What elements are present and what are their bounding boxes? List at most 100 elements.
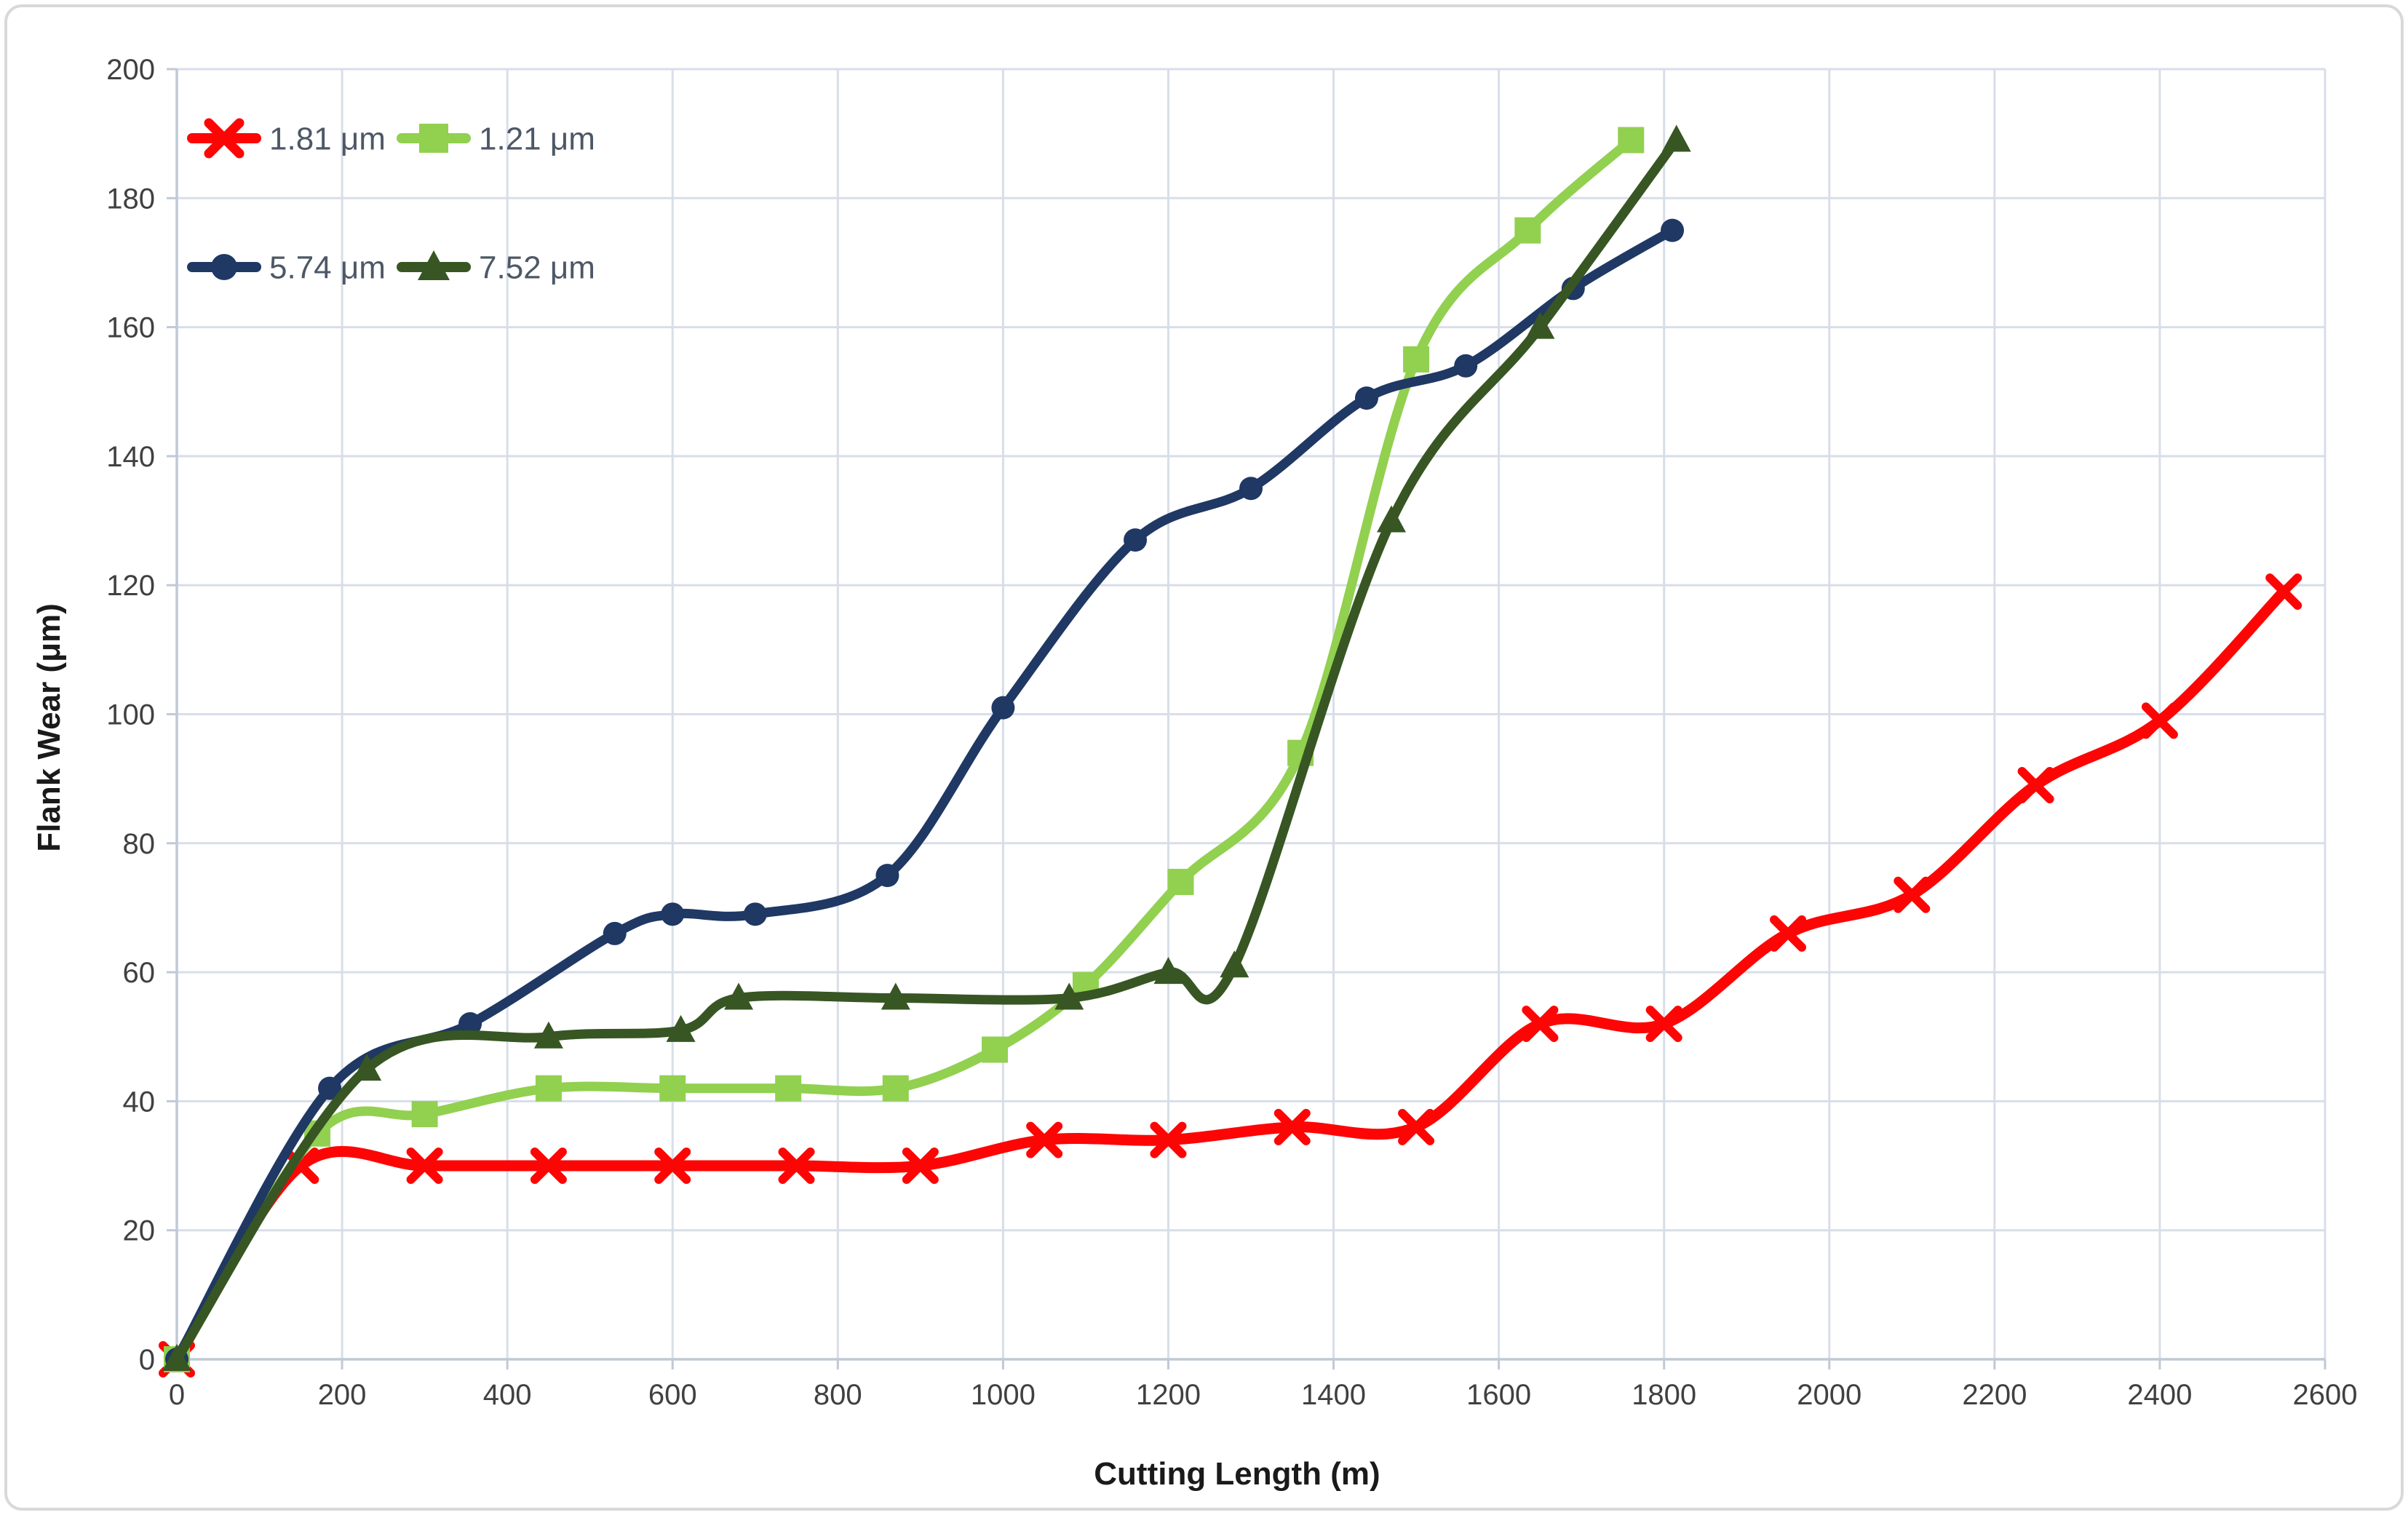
y-axis-title: Flank Wear (μm)	[31, 603, 67, 852]
figure-border	[4, 4, 2404, 1511]
data-point-marker	[654, 1148, 691, 1185]
data-point-marker	[724, 982, 754, 1010]
data-point-marker	[1522, 1006, 1559, 1043]
data-point-marker	[1354, 386, 1378, 410]
data-point-marker	[902, 1148, 939, 1185]
y-tick-label: 40	[123, 1086, 156, 1118]
x-tick-label: 1200	[1136, 1379, 1201, 1411]
data-point-marker	[2017, 767, 2054, 804]
data-point-marker	[1398, 1108, 1435, 1145]
y-tick-label: 100	[106, 699, 155, 731]
data-point-marker	[1239, 477, 1263, 501]
data-point-marker	[778, 1148, 815, 1185]
y-tick-label: 120	[106, 570, 155, 602]
data-point-marker	[661, 902, 685, 926]
y-tick-label: 160	[106, 312, 155, 344]
legend-label: 5.74 μm	[269, 250, 386, 285]
x-axis-title: Cutting Length (m)	[1094, 1456, 1380, 1492]
y-tick-label: 200	[106, 54, 155, 86]
data-point-marker	[991, 696, 1015, 720]
data-point-marker	[2265, 573, 2302, 611]
legend-item-1.81μm: 1.81 μm	[187, 118, 386, 159]
data-point-marker	[1026, 1121, 1063, 1158]
y-tick-label: 180	[106, 183, 155, 215]
x-tick-label: 1600	[1466, 1379, 1531, 1411]
x-tick-label: 2600	[2293, 1379, 2358, 1411]
data-point-marker	[1618, 127, 1645, 154]
series-line	[172, 135, 1682, 1364]
legend-marker-square	[419, 124, 448, 153]
series-7.52μm	[162, 124, 1691, 1371]
data-point-marker	[535, 1075, 562, 1102]
legend-item-7.52μm: 7.52 μm	[397, 250, 595, 285]
legend-item-1.21μm: 1.21 μm	[397, 121, 595, 156]
x-tick-label: 2200	[1962, 1379, 2027, 1411]
y-tick-label: 80	[123, 828, 156, 860]
data-point-marker	[743, 902, 767, 926]
legend-item-5.74μm: 5.74 μm	[187, 250, 386, 285]
data-point-marker	[458, 1012, 482, 1036]
x-tick-label: 400	[483, 1379, 532, 1411]
x-tick-label: 800	[814, 1379, 862, 1411]
data-point-marker	[1661, 124, 1691, 152]
data-point-marker	[162, 1344, 191, 1371]
x-tick-label: 0	[169, 1379, 185, 1411]
data-point-marker	[1454, 354, 1478, 378]
data-point-marker	[875, 864, 899, 888]
data-point-marker	[775, 1075, 802, 1102]
legend-label: 1.81 μm	[269, 121, 386, 156]
data-point-marker	[318, 1076, 342, 1100]
data-point-marker	[982, 1036, 1009, 1063]
data-point-marker	[533, 1021, 563, 1049]
data-point-marker	[2141, 702, 2178, 739]
data-point-marker	[1645, 1006, 1682, 1043]
data-point-marker	[282, 1148, 319, 1185]
data-point-marker	[1525, 311, 1555, 339]
data-point-marker	[352, 1054, 382, 1081]
data-point-marker	[1167, 868, 1194, 895]
series-1.81μm	[159, 573, 2302, 1377]
legend-marker-triangle-up	[418, 250, 450, 280]
data-point-marker	[1124, 528, 1148, 552]
x-tick-label: 1000	[971, 1379, 1036, 1411]
y-tick-label: 0	[139, 1344, 155, 1376]
data-point-marker	[881, 982, 910, 1010]
data-point-marker	[1894, 876, 1931, 913]
x-tick-label: 2000	[1797, 1379, 1861, 1411]
data-point-marker	[1770, 915, 1806, 952]
x-tick-label: 200	[318, 1379, 367, 1411]
data-point-marker	[1377, 505, 1407, 533]
data-point-marker	[1403, 346, 1430, 373]
legend-marker-x	[204, 118, 245, 159]
x-tick-label: 1800	[1632, 1379, 1696, 1411]
legend-label: 7.52 μm	[479, 250, 595, 285]
legend: 1.81 μm 1.21 μm 5.74 μm 7.52 μm	[187, 118, 595, 285]
y-tick-label: 140	[106, 441, 155, 473]
data-point-marker	[603, 921, 627, 945]
legend-label: 1.21 μm	[479, 121, 595, 156]
data-point-marker	[1273, 1108, 1311, 1145]
y-tick-label: 60	[123, 957, 156, 989]
data-point-marker	[1150, 1121, 1187, 1158]
y-tick-label: 20	[123, 1215, 156, 1247]
legend-marker-circle	[211, 254, 237, 280]
x-tick-label: 1400	[1301, 1379, 1366, 1411]
axes	[167, 68, 2326, 1369]
data-point-marker	[882, 1075, 909, 1102]
data-point-marker	[659, 1075, 686, 1102]
data-point-marker	[1514, 217, 1541, 244]
data-point-marker	[530, 1148, 567, 1185]
x-tick-label: 2400	[2127, 1379, 2192, 1411]
data-point-marker	[1661, 218, 1685, 242]
x-tick-label: 600	[648, 1379, 697, 1411]
data-point-marker	[411, 1101, 438, 1128]
series-line	[171, 586, 2289, 1365]
data-point-marker	[666, 1014, 696, 1042]
data-point-marker	[1054, 982, 1084, 1010]
data-point-marker	[1153, 957, 1183, 985]
data-point-marker	[406, 1148, 443, 1185]
data-point-marker	[1220, 950, 1249, 978]
data-series	[159, 124, 2302, 1377]
